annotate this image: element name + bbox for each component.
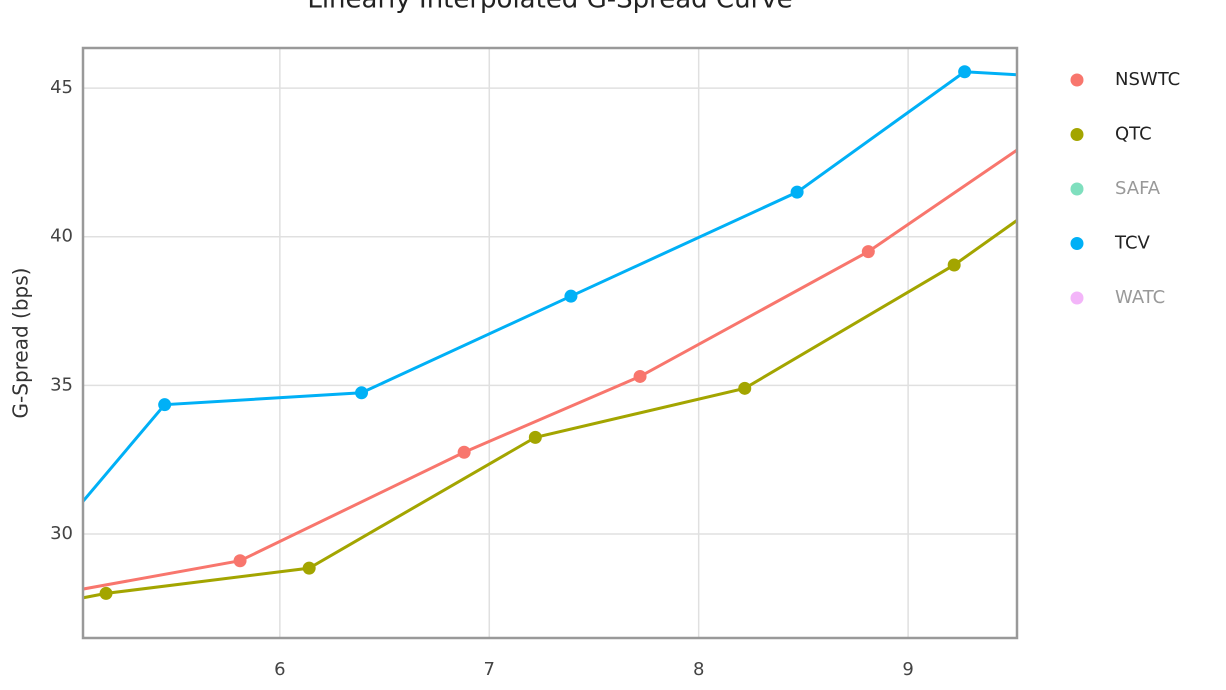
legend-label: SAFA: [1115, 178, 1161, 199]
data-point: [158, 398, 172, 412]
y-tick-label: 40: [50, 226, 73, 247]
legend-label: NSWTC: [1115, 69, 1180, 90]
legend-marker: [1070, 128, 1084, 141]
x-tick-label: 9: [902, 659, 913, 680]
chart-title: Linearly Interpolated G-Spread Curve: [307, 0, 792, 15]
legend-label: TCV: [1114, 233, 1151, 254]
legend-marker: [1070, 237, 1084, 250]
x-tick-label: 6: [274, 659, 285, 680]
data-point: [790, 185, 804, 199]
legend-label: QTC: [1115, 124, 1152, 145]
legend-marker: [1070, 73, 1084, 87]
data-point: [355, 386, 369, 400]
data-point: [99, 586, 113, 600]
x-tick-label: 7: [484, 659, 495, 680]
y-tick-label: 30: [50, 523, 73, 544]
legend-marker: [1070, 291, 1084, 305]
data-point: [302, 561, 316, 575]
data-point: [633, 369, 647, 383]
data-point: [958, 65, 972, 79]
data-point: [861, 245, 875, 259]
data-point: [457, 445, 471, 459]
x-tick-label: 8: [693, 659, 704, 680]
data-point: [233, 554, 247, 568]
data-point: [564, 289, 578, 303]
data-point: [528, 430, 542, 444]
plot-frame: [81, 46, 1019, 640]
y-tick-label: 35: [50, 374, 73, 395]
legend-label: WATC: [1115, 287, 1165, 308]
y-tick-label: 45: [50, 77, 73, 98]
series-line: [83, 148, 1017, 591]
legend-marker: [1070, 182, 1084, 196]
data-point: [947, 258, 961, 272]
data-point: [738, 381, 752, 395]
y-axis-label: G-Spread (bps): [9, 268, 33, 419]
